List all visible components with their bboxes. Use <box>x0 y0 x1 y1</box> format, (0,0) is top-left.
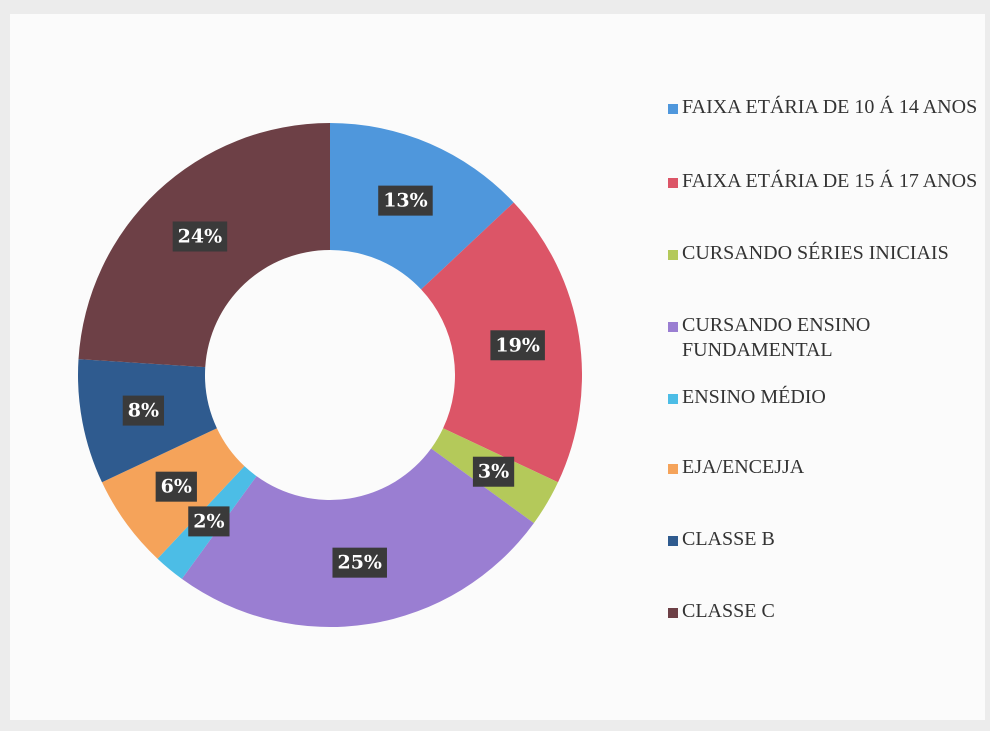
legend-label: ENSINO MÉDIO <box>682 386 826 408</box>
data-label-group: 6% <box>155 471 197 502</box>
data-label-box <box>155 471 197 502</box>
data-label-group: 19% <box>490 330 545 361</box>
data-label: 3% <box>478 461 509 483</box>
legend-swatch <box>668 178 678 188</box>
legend-item: CLASSE C <box>662 599 982 624</box>
legend-item: FAIXA ETÁRIA DE 10 Á 14 ANOS <box>662 95 982 120</box>
legend-item: CLASSE B <box>662 527 982 552</box>
data-label-box <box>378 185 433 216</box>
legend-label: CLASSE C <box>682 600 775 622</box>
data-label: 13% <box>383 190 428 212</box>
legend-label: CURSANDO SÉRIES INICIAIS <box>682 242 949 264</box>
legend-item: EJA/ENCEJJA <box>662 455 982 480</box>
legend-label: FAIXA ETÁRIA DE 10 Á 14 ANOS <box>682 96 978 118</box>
legend-item: CURSANDO SÉRIES INICIAIS <box>662 241 982 266</box>
data-label-group: 8% <box>122 395 165 426</box>
data-label-box <box>472 456 515 487</box>
data-label-box <box>332 547 387 578</box>
data-label-group: 3% <box>472 456 515 487</box>
legend-item: CURSANDO ENSINO FUNDAMENTAL <box>662 313 982 363</box>
data-label-group: 24% <box>172 221 228 252</box>
data-label: 8% <box>128 400 159 422</box>
data-label: 6% <box>161 476 192 498</box>
data-label-group: 2% <box>188 506 230 537</box>
legend-swatch <box>668 608 678 618</box>
legend-item: ENSINO MÉDIO <box>662 385 982 410</box>
legend-swatch <box>668 464 678 474</box>
legend-label: CLASSE B <box>682 528 775 550</box>
data-label: 19% <box>495 334 540 356</box>
legend-item: FAIXA ETÁRIA DE 15 Á 17 ANOS <box>662 169 982 194</box>
legend-swatch <box>668 536 678 546</box>
data-label-box <box>490 330 545 361</box>
legend-label: CURSANDO ENSINO FUNDAMENTAL <box>682 314 871 361</box>
legend-swatch <box>668 104 678 114</box>
legend-label: FAIXA ETÁRIA DE 15 Á 17 ANOS <box>682 170 978 192</box>
legend-swatch <box>668 322 678 332</box>
data-label: 24% <box>178 225 223 247</box>
legend-label: EJA/ENCEJJA <box>682 456 805 478</box>
data-label: 2% <box>193 510 224 532</box>
data-label-box <box>188 506 230 537</box>
legend-swatch <box>668 250 678 260</box>
data-label-box <box>172 221 228 252</box>
data-label-group: 13% <box>378 185 433 216</box>
data-label-box <box>122 395 165 426</box>
data-label: 25% <box>337 552 382 574</box>
legend-swatch <box>668 394 678 404</box>
slice <box>181 448 534 627</box>
data-label-group: 25% <box>332 547 387 578</box>
